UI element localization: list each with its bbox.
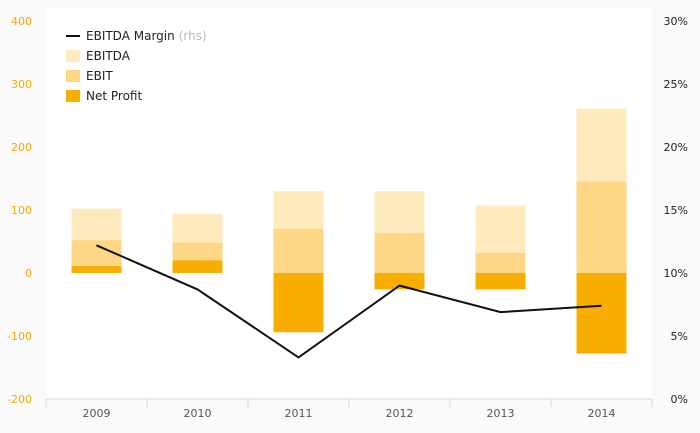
y-right-tick-label: 15% [664, 204, 688, 217]
x-tick-label: 2013 [487, 407, 515, 420]
y-left-tick-label: -100 [7, 330, 32, 343]
legend-label: Net Profit [86, 89, 142, 103]
legend-square-marker [66, 90, 80, 102]
y-left-tick-label: 200 [11, 141, 32, 154]
net-profit-bar [273, 273, 324, 333]
y-left-tick-label: 300 [11, 78, 32, 91]
legend-label: EBITDA Margin (rhs) [86, 29, 207, 43]
legend-label: EBITDA [86, 49, 131, 63]
y-left-tick-label: 0 [25, 267, 32, 280]
plot-background [46, 8, 652, 400]
net-profit-bar [172, 260, 223, 273]
y-right-tick-label: 25% [664, 78, 688, 91]
net-profit-bar [374, 273, 425, 290]
ebit-bar [273, 228, 324, 273]
ebit-bar [374, 233, 425, 273]
y-axis-right: 0% 5% 10% 15% 20% 25% 30% [664, 15, 688, 406]
ebitda-margin-line [96, 244, 602, 359]
x-tick-label: 2009 [83, 407, 111, 420]
x-axis: 2009 2010 2011 2012 2013 2014 [45, 398, 653, 420]
margin-line-layer [96, 244, 602, 359]
y-right-tick-label: 10% [664, 267, 688, 280]
y-right-tick-label: 20% [664, 141, 688, 154]
y-left-tick-label: -200 [7, 393, 32, 406]
net-profit-bar [71, 266, 122, 273]
y-right-tick-label: 5% [671, 330, 688, 343]
y-left-tick-label: 400 [11, 15, 32, 28]
net-profit-bar [475, 273, 526, 290]
ebit-bar [475, 252, 526, 273]
legend-square-marker [66, 70, 80, 82]
x-tick-label: 2011 [285, 407, 313, 420]
x-tick-label: 2010 [184, 407, 212, 420]
legend-label: EBIT [86, 69, 113, 83]
x-tick-label: 2012 [386, 407, 414, 420]
y-left-tick-label: 100 [11, 204, 32, 217]
net-profit-bar [576, 273, 627, 354]
ebit-bar [576, 181, 627, 273]
x-tick-label: 2014 [588, 407, 616, 420]
y-right-tick-label: 0% [671, 393, 688, 406]
y-axis-left: -200 -100 0 100 200 300 400 [7, 15, 32, 406]
y-right-tick-label: 30% [664, 15, 688, 28]
legend-square-marker [66, 50, 80, 62]
bar-layer [71, 108, 627, 354]
legend-note: (rhs) [179, 29, 207, 43]
